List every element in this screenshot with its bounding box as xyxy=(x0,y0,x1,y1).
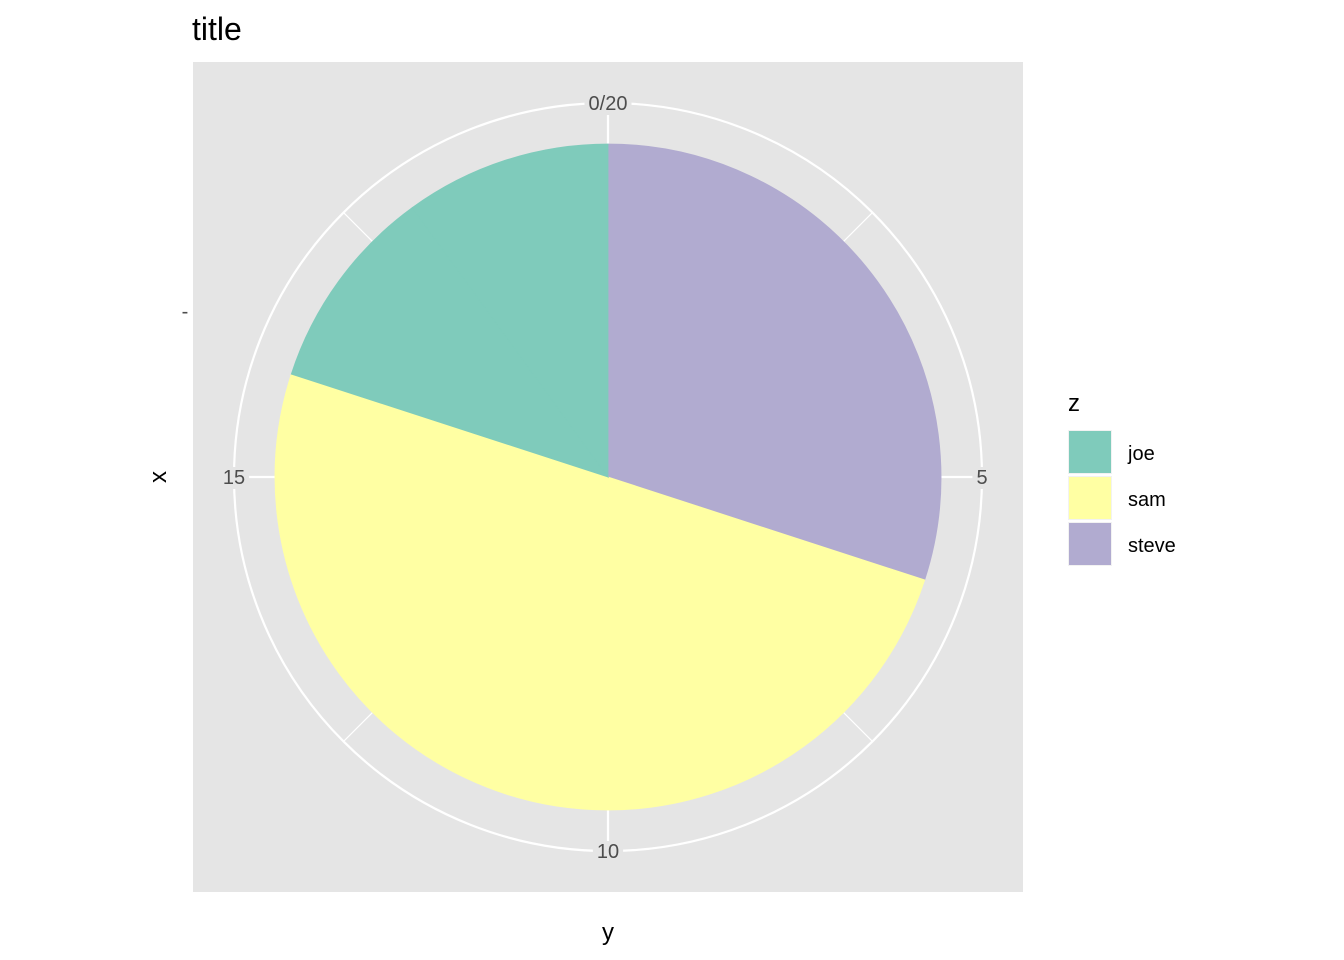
pie-slice-sam xyxy=(607,476,926,811)
tick-label-backing xyxy=(972,467,992,489)
theta-tick-label: 15 xyxy=(223,467,245,489)
theta-tick-label: 10 xyxy=(597,841,619,863)
pie-slice-steve xyxy=(607,143,942,581)
legend-swatch-sam xyxy=(1069,477,1111,519)
theta-tick-labels: 0/20 5 10 15 xyxy=(218,93,992,863)
pie-slice-joe xyxy=(411,143,609,479)
y-axis-title: x xyxy=(145,471,172,483)
theta-tick-label: 0/20 xyxy=(589,93,628,115)
legend-label-sam: sam xyxy=(1128,489,1166,511)
legend-label-joe: joe xyxy=(1127,443,1155,465)
legend: z joe sam steve xyxy=(1068,390,1176,566)
pie-slice-sam xyxy=(274,373,609,811)
x-axis-title: y xyxy=(602,919,614,946)
tick-label-backing xyxy=(218,467,250,489)
legend-title: z xyxy=(1068,390,1080,417)
theta-tick-label: 5 xyxy=(976,467,987,489)
chart-title: title xyxy=(192,11,242,47)
slice-layer xyxy=(274,143,942,811)
x-tick-label: - xyxy=(182,301,189,323)
legend-label-steve: steve xyxy=(1128,535,1176,557)
legend-swatch-steve xyxy=(1069,523,1111,565)
pie-slice-joe xyxy=(290,207,610,478)
tick-label-backing xyxy=(592,841,624,863)
tick-label-backing xyxy=(584,93,632,115)
legend-swatch-joe xyxy=(1069,431,1111,473)
